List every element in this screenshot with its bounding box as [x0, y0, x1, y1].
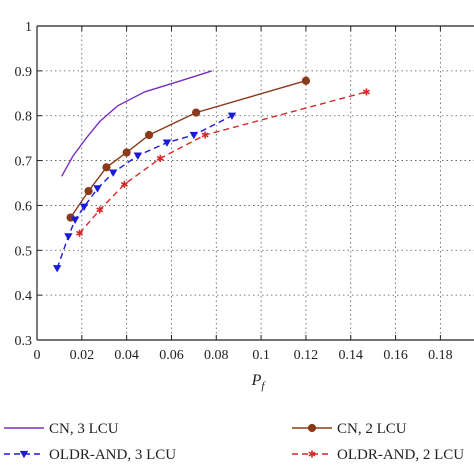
data-point — [362, 88, 370, 96]
data-point — [76, 229, 84, 237]
data-point — [79, 203, 89, 211]
x-axis-label-subscript: f — [261, 380, 266, 392]
legend-marker — [308, 450, 316, 458]
data-series — [52, 70, 370, 273]
data-point — [120, 180, 128, 188]
series-cn-2-lcu — [66, 76, 311, 222]
y-tick-label: 0.9 — [15, 65, 33, 80]
tick-labels: 0 0.02 0.04 0.06 0.08 0.1 0.12 0.14 0.16 0.18 0.3 0… — [15, 20, 453, 363]
legend-entry: CN, 2 LCU — [292, 421, 407, 437]
data-point — [162, 139, 172, 147]
legend: CN, 3 LCU CN, 2 LCU OLDR-AND, 3 LCU OLDR-AN… — [4, 421, 464, 463]
x-tick-label: 0.12 — [294, 348, 319, 363]
data-point — [192, 108, 201, 117]
legend-marker — [307, 423, 317, 433]
legend-label: CN, 2 LCU — [337, 421, 407, 437]
data-point — [156, 154, 164, 162]
x-tick-label: 0.16 — [383, 348, 408, 363]
data-point — [64, 233, 73, 241]
legend-marker — [19, 450, 29, 459]
legend-entry: OLDR-AND, 2 LCU — [292, 447, 464, 463]
legend-entry: CN, 3 LCU — [4, 421, 119, 437]
data-point — [96, 206, 104, 214]
legend-entry: OLDR-AND, 3 LCU — [4, 447, 176, 463]
x-tick-label: 0.02 — [70, 348, 95, 363]
y-tick-label: 1 — [25, 20, 32, 35]
data-point — [70, 216, 80, 224]
data-point — [133, 152, 143, 160]
x-tick-label: 0.08 — [204, 348, 229, 363]
data-point — [189, 131, 199, 140]
y-tick-label: 0.6 — [15, 199, 33, 214]
data-point — [93, 185, 102, 193]
x-tick-label: 0.04 — [114, 348, 139, 363]
grid-lines — [37, 26, 474, 340]
series-cn-3-lcu — [61, 70, 213, 177]
series-line — [70, 80, 307, 218]
data-point — [144, 130, 154, 140]
legend-label: CN, 3 LCU — [49, 421, 119, 437]
x-tick-label: 0.14 — [338, 348, 363, 363]
data-point — [84, 186, 93, 196]
data-point — [108, 169, 118, 177]
series-line — [56, 115, 233, 269]
legend-label: OLDR-AND, 2 LCU — [337, 447, 464, 463]
series-oldr-and-2-lcu — [76, 88, 370, 237]
series-line — [61, 70, 213, 177]
series-line — [79, 91, 367, 234]
y-tick-label: 0.3 — [15, 334, 33, 349]
y-tick-label: 0.8 — [15, 110, 33, 125]
y-tick-label: 0.5 — [15, 244, 33, 259]
data-point — [122, 148, 131, 157]
data-point — [301, 76, 311, 85]
y-tick-label: 0.4 — [15, 289, 33, 304]
y-tick-label: 0.7 — [15, 155, 33, 170]
x-tick-label: 0.06 — [159, 348, 184, 363]
x-tick-label: 0.18 — [428, 348, 453, 363]
data-point — [102, 163, 111, 172]
x-tick-label: 0.1 — [252, 348, 270, 363]
x-tick-label: 0 — [34, 348, 41, 363]
x-axis-label: Pf — [251, 372, 267, 392]
legend-label: OLDR-AND, 3 LCU — [49, 447, 176, 463]
data-point — [227, 112, 237, 120]
data-point — [201, 131, 209, 139]
series-oldr-and-3-lcu — [52, 112, 237, 273]
plot-axes — [36, 25, 474, 341]
data-point — [52, 265, 62, 273]
